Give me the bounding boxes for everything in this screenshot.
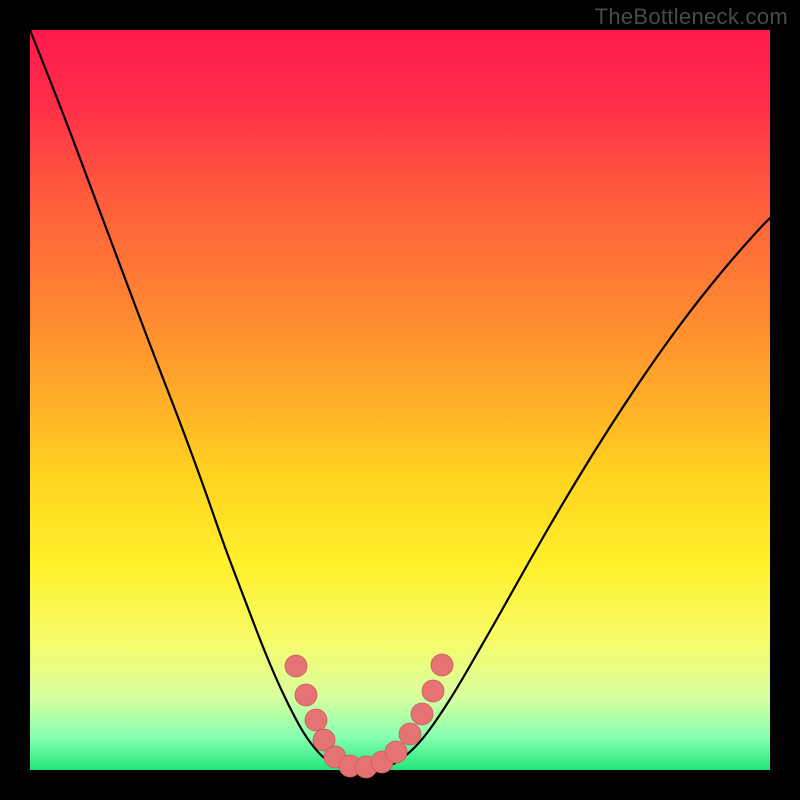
watermark-text: TheBottleneck.com — [595, 4, 788, 30]
curve-marker — [385, 741, 407, 763]
curve-marker — [431, 654, 453, 676]
curve-marker — [411, 703, 433, 725]
curve-marker — [285, 655, 307, 677]
chart-overlay-svg — [0, 0, 800, 800]
curve-marker — [305, 709, 327, 731]
marker-group — [285, 654, 453, 778]
curve-marker — [295, 684, 317, 706]
curve-marker — [422, 680, 444, 702]
chart-frame: TheBottleneck.com — [0, 0, 800, 800]
bottleneck-curve — [30, 30, 770, 770]
plot-area — [30, 30, 770, 770]
curve-marker — [399, 723, 421, 745]
